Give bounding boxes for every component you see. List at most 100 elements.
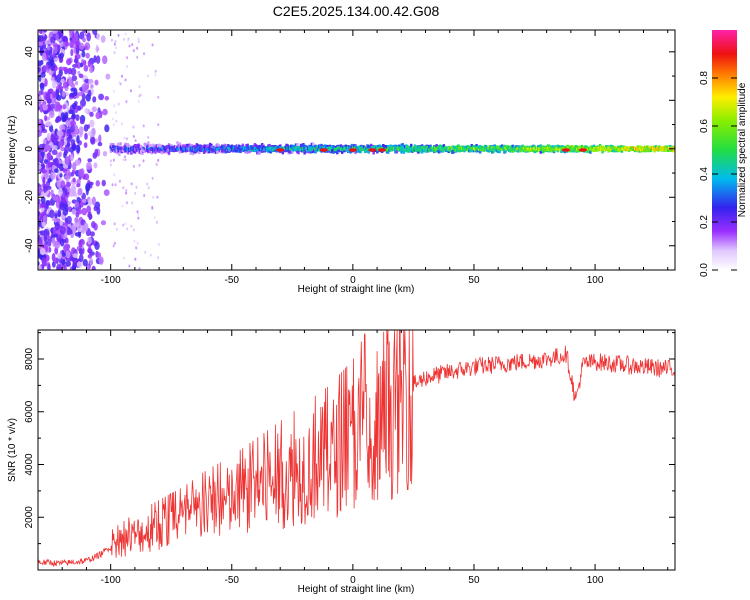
spectrogram-cell xyxy=(58,187,63,197)
spectrogram-cell xyxy=(52,30,58,35)
spectrogram-cell xyxy=(539,150,542,154)
snr-xlabel: Height of straight line (km) xyxy=(298,584,415,595)
spectrogram-cell xyxy=(354,147,357,151)
spectrogram-cell xyxy=(198,151,201,155)
spectrogram-cell xyxy=(159,150,162,154)
spectrogram-cell xyxy=(56,200,60,208)
spectrogram-cell xyxy=(603,147,607,151)
spectrogram-cell xyxy=(160,151,163,155)
spectrogram-cell xyxy=(402,146,406,150)
spectrogram-cell xyxy=(62,238,67,243)
spectrogram-cell xyxy=(72,253,78,259)
spectrogram-cell xyxy=(385,145,389,149)
spectrogram-cell xyxy=(210,150,213,154)
spectrogram-cell xyxy=(228,148,231,152)
spectrogram-cell xyxy=(521,144,524,148)
spectrogram-cell xyxy=(230,145,234,149)
spectrogram-cell xyxy=(95,180,101,187)
spectrogram-cell xyxy=(420,150,424,154)
x-tick-label: 50 xyxy=(468,575,480,586)
spectrogram-cell xyxy=(113,147,116,151)
spectrogram-cell xyxy=(569,149,573,153)
spectrogram-cell xyxy=(270,148,274,152)
spectrogram-cell xyxy=(120,149,123,153)
y-tick-label: 6000 xyxy=(24,400,35,423)
spectrogram-cell xyxy=(374,146,378,150)
spectrogram-cell xyxy=(437,145,441,149)
spectrogram-cell xyxy=(115,46,118,50)
spectrogram-cell xyxy=(126,56,129,60)
spectrogram-cell xyxy=(218,146,222,150)
spectrogram-cell xyxy=(600,147,603,151)
spectrogram-cell xyxy=(135,148,138,152)
spectrogram-cell xyxy=(425,145,429,149)
spectrogram-cell xyxy=(503,144,506,148)
spectrogram-cell xyxy=(419,148,423,152)
spectrogram-cell xyxy=(284,147,287,151)
spectrogram-cell xyxy=(125,191,128,195)
spectrogram-cell xyxy=(568,146,572,150)
spectrogram-cell xyxy=(47,43,51,53)
spectrogram-cell xyxy=(334,148,338,152)
spectrogram-cell xyxy=(382,143,385,147)
spectrogram-cell xyxy=(626,148,630,152)
spectrogram-cell xyxy=(86,264,90,270)
spectrogram-cell xyxy=(554,145,557,149)
spectrogram-cell xyxy=(540,148,544,152)
spectrogram-cell xyxy=(340,148,344,152)
spectrogram-cell xyxy=(61,35,68,42)
spectrogram-cell xyxy=(58,85,64,90)
spectrogram-cell xyxy=(66,128,72,134)
spectrogram-cell xyxy=(429,148,432,152)
spectrogram-cell xyxy=(166,144,169,148)
spectrogram-cell xyxy=(468,149,471,153)
spectrogram-cell xyxy=(395,146,398,150)
spectrogram-cell xyxy=(518,149,522,153)
spectrogram-cell xyxy=(485,148,488,152)
spectrogram-cell xyxy=(631,147,635,151)
spectrogram-cell xyxy=(332,148,335,152)
spectrogram-cell xyxy=(585,149,588,153)
spectrogram-cell xyxy=(192,152,195,156)
spectrogram-cell xyxy=(136,55,139,59)
spectrogram-cell xyxy=(634,147,637,151)
spectrogram-cell xyxy=(117,33,120,37)
spectrogram-cell xyxy=(135,246,138,250)
spectrogram-cell xyxy=(349,146,352,150)
spectrogram-cell xyxy=(162,147,166,151)
spectrogram-cell xyxy=(259,147,263,151)
spectrogram-cell xyxy=(51,145,58,150)
colorbar-label: Normalized spectral amplitude xyxy=(737,82,748,217)
spectrogram-cell xyxy=(114,111,117,115)
spectrogram-cell xyxy=(38,143,45,152)
spectrogram-cell xyxy=(390,148,394,152)
spectrogram-cell xyxy=(436,149,440,153)
spectrogram-cell xyxy=(373,145,377,149)
spectrogram-cell xyxy=(162,150,166,154)
spectrogram-cell xyxy=(121,148,125,152)
spectrogram-cell xyxy=(91,265,96,270)
spectrogram-cell xyxy=(38,66,41,73)
spectrogram-cell xyxy=(124,222,127,226)
spectrogram-cell xyxy=(436,147,440,151)
spectrogram-cell xyxy=(39,230,46,236)
spectrogram-cell xyxy=(115,119,118,123)
spectrogram-cell xyxy=(571,145,574,149)
snr-ticks: -100 -50 0 50 100 2000 4000 6000 8000 xyxy=(24,330,675,586)
spectrogram-cell xyxy=(171,147,174,151)
spectrogram-cell xyxy=(71,208,77,215)
spectrogram-cell xyxy=(165,148,168,152)
spectrogram-cell xyxy=(136,148,139,152)
spectrogram-cell xyxy=(618,148,621,152)
spectrogram-cell xyxy=(319,148,328,152)
spectrogram-cell xyxy=(625,147,628,151)
spectrogram-cell xyxy=(417,145,420,149)
spectrogram-cell xyxy=(66,228,72,236)
spectrogram-cell xyxy=(60,78,65,84)
spectrogram-cell xyxy=(446,148,449,152)
spectrogram-cell xyxy=(433,145,436,149)
spectrogram-cell xyxy=(400,150,403,154)
spectrogram-cell xyxy=(566,144,569,148)
spectrogram-cell xyxy=(227,144,230,148)
spectrogram-cell xyxy=(273,147,276,151)
